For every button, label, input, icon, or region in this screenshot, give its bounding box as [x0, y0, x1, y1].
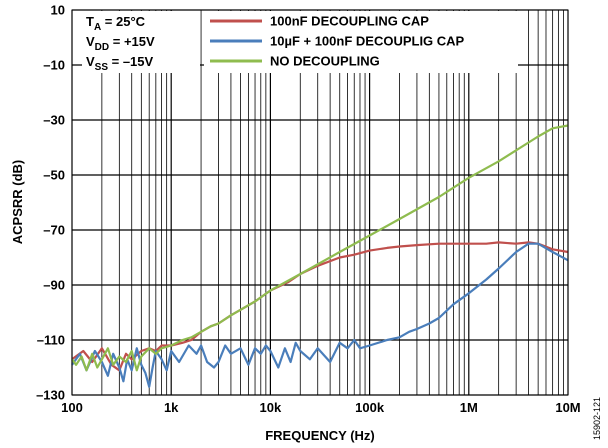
x-tick-label: 10k	[260, 400, 282, 415]
x-tick-label: 100k	[355, 400, 385, 415]
y-tick-label: –50	[43, 168, 65, 183]
series-lines	[71, 124, 569, 388]
y-tick-label: 10	[51, 3, 65, 18]
x-tick-labels: 100 1k 10k 100k 1M 10M	[61, 400, 581, 415]
series-line-3	[71, 124, 569, 372]
x-tick-label: 1M	[460, 400, 478, 415]
y-tick-label: –30	[43, 113, 65, 128]
condition-line: TA = 25°C	[86, 14, 146, 33]
y-tick-label: –110	[37, 333, 65, 348]
legend: 100nF DECOUPLING CAP 10µF + 100nF DECOUPL…	[210, 14, 465, 69]
x-axis-title: FREQUENCY (Hz)	[265, 428, 375, 443]
y-tick-label: –10	[43, 58, 65, 73]
conditions-background	[82, 11, 200, 73]
y-tick-label: –70	[43, 223, 65, 238]
y-tick-labels: 10 –10 –30 –50 –70 –90 –110 –130	[36, 3, 65, 403]
y-tick-label: –90	[43, 278, 65, 293]
plot-frame	[71, 9, 569, 396]
legend-label: 100nF DECOUPLING CAP	[270, 14, 429, 29]
condition-line: VDD = +15V	[86, 34, 155, 53]
legend-label: 10µF + 100nF DECOUPLIG CAP	[270, 34, 465, 49]
condition-line: VSS = –15V	[86, 54, 154, 73]
series-line-2	[71, 242, 569, 388]
legend-label: NO DECOUPLING	[270, 54, 380, 69]
figure-id: 15902-121	[592, 397, 602, 440]
y-tick-label: –130	[36, 388, 65, 403]
y-axis-title: ACPSRR (dB)	[10, 160, 25, 245]
x-tick-label: 1k	[164, 400, 179, 415]
x-tick-label: 100	[61, 400, 83, 415]
x-tick-label: 10M	[555, 400, 580, 415]
